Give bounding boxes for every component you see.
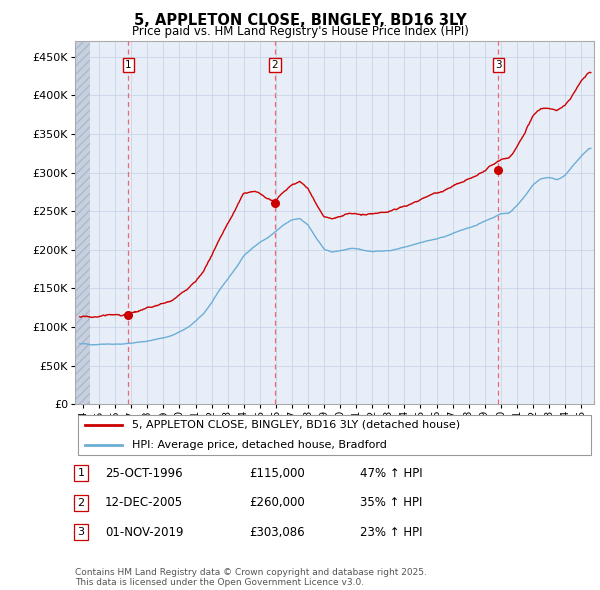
- Text: Price paid vs. HM Land Registry's House Price Index (HPI): Price paid vs. HM Land Registry's House …: [131, 25, 469, 38]
- Text: £260,000: £260,000: [249, 496, 305, 509]
- Text: 2: 2: [77, 498, 85, 507]
- Text: £303,086: £303,086: [249, 526, 305, 539]
- Text: 3: 3: [77, 527, 85, 537]
- Text: 23% ↑ HPI: 23% ↑ HPI: [360, 526, 422, 539]
- Text: 35% ↑ HPI: 35% ↑ HPI: [360, 496, 422, 509]
- Text: Contains HM Land Registry data © Crown copyright and database right 2025.
This d: Contains HM Land Registry data © Crown c…: [75, 568, 427, 587]
- Text: 1: 1: [125, 60, 131, 70]
- Text: 01-NOV-2019: 01-NOV-2019: [105, 526, 184, 539]
- FancyBboxPatch shape: [77, 415, 592, 455]
- Text: 3: 3: [495, 60, 502, 70]
- Text: 1: 1: [77, 468, 85, 478]
- Text: 2: 2: [272, 60, 278, 70]
- Text: 5, APPLETON CLOSE, BINGLEY, BD16 3LY (detached house): 5, APPLETON CLOSE, BINGLEY, BD16 3LY (de…: [132, 420, 460, 430]
- Text: 47% ↑ HPI: 47% ↑ HPI: [360, 467, 422, 480]
- Text: £115,000: £115,000: [249, 467, 305, 480]
- Text: 25-OCT-1996: 25-OCT-1996: [105, 467, 182, 480]
- Text: HPI: Average price, detached house, Bradford: HPI: Average price, detached house, Brad…: [132, 440, 387, 450]
- Bar: [75, 41, 90, 404]
- Text: 12-DEC-2005: 12-DEC-2005: [105, 496, 183, 509]
- Text: 5, APPLETON CLOSE, BINGLEY, BD16 3LY: 5, APPLETON CLOSE, BINGLEY, BD16 3LY: [134, 13, 466, 28]
